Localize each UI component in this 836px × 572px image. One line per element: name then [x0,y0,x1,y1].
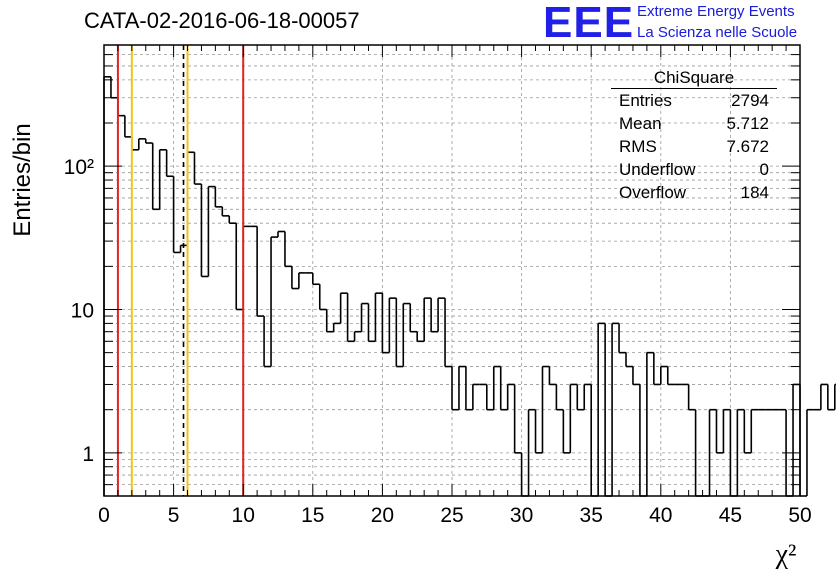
stats-label: Mean [619,114,662,133]
stats-label: Entries [619,91,672,110]
stats-row-overflow: Overflow 184 [611,181,777,204]
x-tick-label: 20 [371,504,394,527]
x-tick-label: 30 [510,504,533,527]
stats-label: Overflow [619,183,687,202]
stats-value: 5.712 [726,114,769,133]
x-tick-label: 35 [580,504,603,527]
x-tick-label: 5 [168,504,180,527]
y-tick-label: 10 [71,299,94,322]
stats-row-mean: Mean 5.712 [611,112,777,135]
logo-line-2: La Scienza nelle Scuole [637,24,798,41]
stats-value: 2794 [731,91,769,110]
x-tick-label: 45 [719,504,742,527]
x-tick-label: 50 [788,504,811,527]
x-tick-label: 25 [440,504,463,527]
stats-row-rms: RMS 7.672 [611,135,777,158]
eee-logo: EEE [543,0,635,47]
reference-lines [116,45,245,496]
stats-row-entries: Entries 2794 [611,89,777,112]
x-tick-label: 40 [649,504,672,527]
x-tick-label: 10 [232,504,255,527]
stats-row-underflow: Underflow 0 [611,158,777,181]
y-tick-label: 1 [82,443,94,466]
stats-title: ChiSquare [611,68,777,89]
x-tick-label: 0 [98,504,110,527]
x-axis-label: χ² [775,539,797,570]
stats-label: Underflow [619,160,696,179]
logo-line-1: Extreme Energy Events [637,3,795,20]
y-tick-label: 10² [64,156,94,179]
stats-value: 7.672 [726,137,769,156]
axes: 0 5 10 15 20 25 30 35 40 45 50 1 10 10² [64,44,812,527]
stats-value: 0 [759,160,769,179]
stats-value: 184 [740,183,769,202]
stats-box: ChiSquare Entries 2794 Mean 5.712 RMS 7.… [611,68,777,204]
x-tick-label: 15 [301,504,324,527]
y-axis-label: Entries/bin [9,123,36,236]
stats-label: RMS [619,137,657,156]
run-title: CATA-02-2016-06-18-00057 [84,8,360,33]
